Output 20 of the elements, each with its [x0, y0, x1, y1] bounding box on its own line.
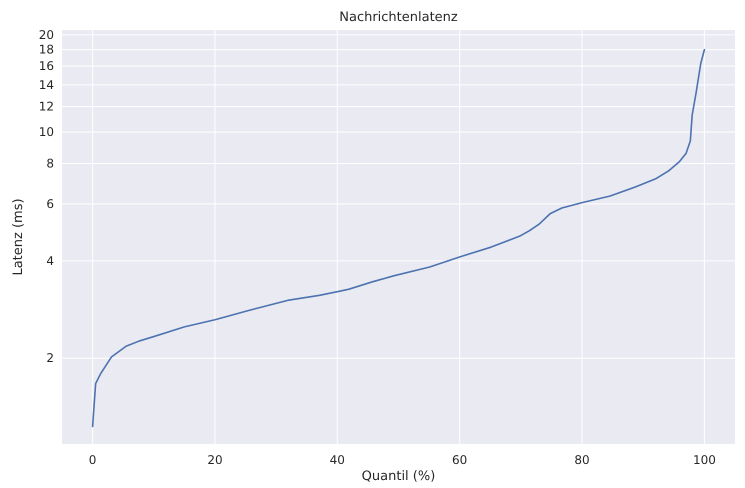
y-tick-label: 6 — [46, 196, 54, 211]
y-tick-label: 4 — [46, 254, 54, 268]
chart-title: Nachrichtenlatenz — [339, 10, 458, 25]
x-tick-label: 20 — [207, 453, 223, 467]
x-tick-label: 80 — [574, 453, 590, 467]
x-tick-label: 100 — [692, 453, 716, 467]
y-tick-label: 8 — [46, 156, 54, 171]
y-tick-label: 14 — [38, 78, 54, 92]
x-axis-title: Quantil (%) — [362, 469, 436, 484]
line-series — [92, 48, 706, 428]
y-tick-label: 20 — [38, 28, 54, 42]
y-tick-label: 2 — [46, 351, 54, 366]
y-tick-label: 16 — [38, 59, 54, 74]
y-tick-label: 12 — [38, 100, 54, 114]
x-tick-label: 40 — [330, 453, 345, 467]
y-tick-label: 10 — [38, 125, 54, 140]
y-tick-label: 18 — [38, 42, 54, 57]
x-tick-label: 60 — [452, 453, 468, 467]
y-axis-title: Latenz (ms) — [11, 198, 26, 276]
x-tick-label: 0 — [88, 453, 96, 467]
